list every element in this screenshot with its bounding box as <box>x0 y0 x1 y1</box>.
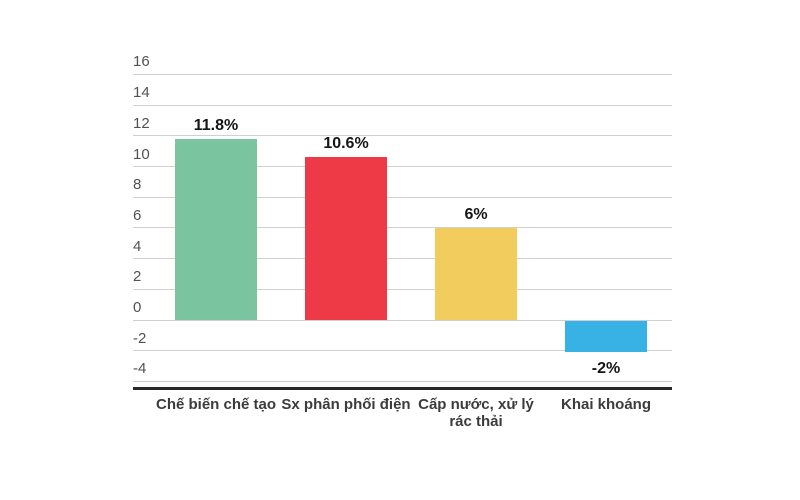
gridline <box>133 166 672 167</box>
bar-value-label: 11.8% <box>193 116 239 134</box>
bar-value-label: 6% <box>464 205 488 223</box>
bar <box>175 138 257 320</box>
y-axis-tick-label: 12 <box>133 114 150 132</box>
y-axis-tick-label: 6 <box>133 206 142 224</box>
gridline <box>133 350 672 352</box>
gridline <box>133 73 672 75</box>
bar-value-label: -2% <box>591 359 621 377</box>
x-category-label: Chế biến chế tạo <box>155 396 277 413</box>
gridline <box>133 319 672 321</box>
bar <box>435 227 517 320</box>
y-axis-tick-label: 14 <box>133 84 150 102</box>
gridline <box>133 104 672 106</box>
y-axis-tick-label: 8 <box>133 176 142 194</box>
gridline <box>133 196 672 198</box>
x-category-label: Cấp nước, xử lý rác thải <box>418 396 534 430</box>
gridline <box>133 380 672 382</box>
bar-value-label: 10.6% <box>323 135 369 153</box>
x-category-label: Sx phân phối điện <box>281 396 411 413</box>
y-axis-tick-label: -4 <box>133 360 147 378</box>
gridline <box>133 135 672 137</box>
y-axis-tick-label: 0 <box>133 299 142 316</box>
gridline <box>133 227 672 229</box>
gridline <box>133 258 672 260</box>
bar <box>565 321 647 352</box>
y-axis-tick-label: 16 <box>133 53 150 71</box>
y-axis-tick-label: 2 <box>133 268 142 286</box>
y-axis-tick-label: -2 <box>133 329 147 347</box>
x-category-label: Khai khoáng <box>560 396 651 413</box>
x-axis-baseline <box>133 387 672 390</box>
y-axis-tick-label: 4 <box>133 237 142 255</box>
y-axis-tick-label: 10 <box>133 145 150 163</box>
bar <box>305 157 387 320</box>
gridline <box>133 288 672 290</box>
